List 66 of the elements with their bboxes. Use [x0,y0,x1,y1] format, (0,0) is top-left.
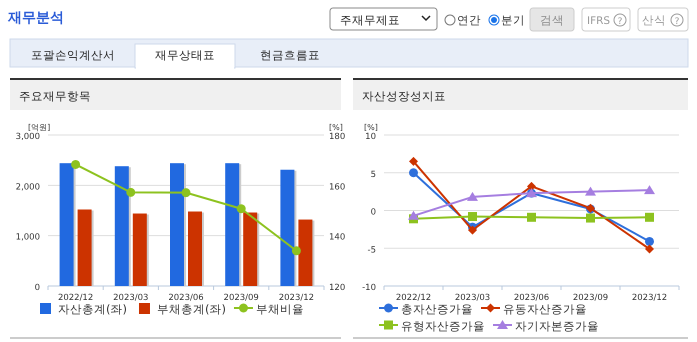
text: 검색 [540,13,564,27]
text: 재무분석 [7,10,64,26]
point [408,210,419,220]
text: 재무상태표 [155,48,215,62]
y-tick-label: 2,000 [16,182,40,192]
point [645,244,654,254]
point [236,204,246,214]
x-tick-label: 2023/09 [572,293,608,303]
x-tick-label: 2023/06 [514,293,550,303]
y-tick-label: -5 [368,245,376,256]
point [409,168,418,178]
y-axis-title: [%] [364,123,378,132]
x-tick-label: 2022/12 [396,293,432,303]
text: 분기 [501,13,525,27]
legend-label: 자기자본증가율 [515,319,599,333]
chart-title: 자산성장성지표 [362,89,446,103]
text: 포괄손익계산서 [31,48,115,62]
y-tick-label: 10 [365,132,376,142]
point [467,192,478,201]
legend-label: 부채비율 [256,302,304,316]
text: ? [674,17,680,27]
legend-label: 부채총계(좌) [156,302,226,316]
point [527,212,536,222]
point [71,160,80,169]
text: 연간 [457,13,481,27]
y-tick-label: 3,000 [16,132,40,142]
point [644,185,655,194]
text: ? [618,17,623,27]
legend-label: 유동자산증가율 [503,302,587,316]
point [645,212,654,222]
x-tick-label: 2023/06 [168,293,204,303]
text: 현금흐름표 [260,48,320,62]
point [409,156,418,166]
y-tick-label: 0 [34,283,40,293]
point [468,212,477,222]
y2-tick-label: 140 [329,232,346,243]
y2-axis-title: [%] [329,123,343,132]
point [585,186,596,196]
point [468,226,477,235]
text: 산식 [642,13,666,27]
y2-tick-label: 120 [329,283,346,293]
y-tick-label: 5 [370,170,376,180]
text: IFRS [587,15,610,27]
point [292,246,301,256]
x-tick-label: 2023/12 [632,293,668,303]
x-tick-label: 2023/09 [224,293,259,303]
x-tick-label: 2023/03 [454,293,490,303]
point [527,182,536,191]
point [586,214,595,223]
y-tick-label: -10 [362,283,376,293]
x-tick-label: 2023/12 [278,293,314,303]
text: 주재무제표 [340,13,400,27]
point [182,188,190,198]
legend-label: 총자산증가율 [401,302,473,316]
x-tick-label: 2023/03 [113,293,148,303]
legend-label: 자산총계(좌) [58,302,127,316]
y-tick-label: 0 [370,208,376,218]
y2-tick-label: 160 [329,182,346,192]
point [645,236,654,246]
chart-title: 주요재무항목 [19,89,91,103]
y-axis-title: [억원] [28,123,50,132]
legend-label: 유형자산증가율 [401,319,485,333]
point [126,188,136,197]
x-tick-label: 2022/12 [58,293,94,303]
y-tick-label: 1,000 [16,232,40,243]
y2-tick-label: 180 [329,132,346,142]
